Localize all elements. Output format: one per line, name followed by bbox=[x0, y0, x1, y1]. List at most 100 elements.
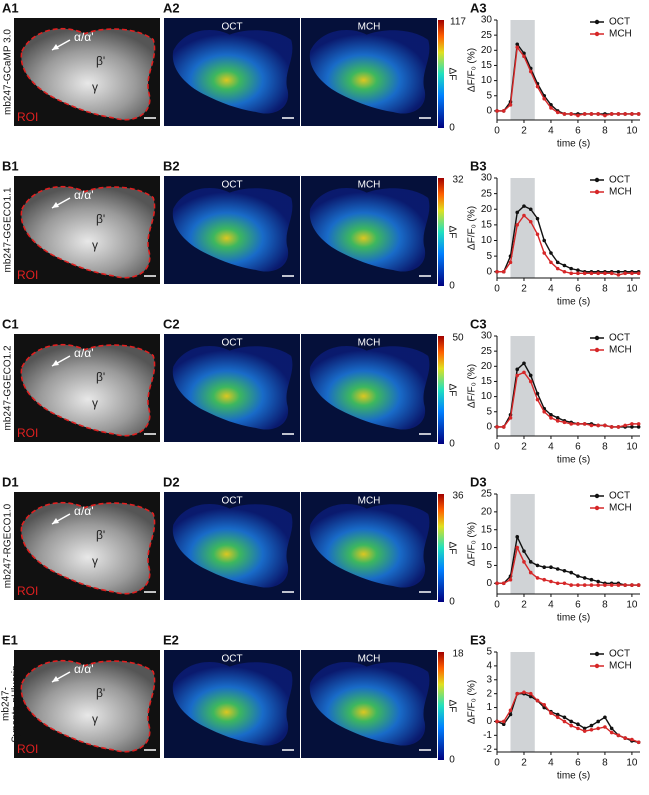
panel-label: B1 bbox=[2, 158, 19, 173]
colorbar-label: ΔF bbox=[446, 542, 457, 555]
data-point bbox=[555, 260, 560, 265]
anatomy bbox=[20, 27, 156, 121]
data-point bbox=[609, 730, 614, 735]
data-point bbox=[609, 583, 614, 587]
series-line bbox=[497, 205, 639, 273]
data-point bbox=[589, 723, 594, 728]
data-point bbox=[582, 576, 587, 580]
legend-marker bbox=[594, 335, 600, 341]
data-point bbox=[555, 266, 560, 271]
x-tick-label: 8 bbox=[602, 758, 608, 769]
y-tick-label: 0 bbox=[486, 106, 492, 117]
x-axis-label: time (s) bbox=[557, 771, 590, 782]
legend-label: OCT bbox=[609, 175, 630, 186]
panel-label: D1 bbox=[2, 474, 19, 489]
data-point bbox=[636, 740, 641, 745]
y-tick-label: 20 bbox=[481, 45, 493, 56]
y-tick-label: 0 bbox=[486, 266, 492, 277]
data-point bbox=[623, 271, 627, 276]
data-point bbox=[549, 579, 553, 584]
data-point bbox=[582, 726, 587, 731]
x-tick-label: 4 bbox=[548, 758, 554, 769]
roi-label: ROI bbox=[17, 584, 38, 598]
legend-marker bbox=[594, 189, 600, 195]
legend-label: MCH bbox=[609, 345, 632, 356]
x-tick-label: 10 bbox=[626, 126, 638, 137]
data-point bbox=[495, 269, 499, 274]
odor-label: MCH bbox=[358, 654, 381, 665]
panel-label: E1 bbox=[2, 632, 18, 647]
y-tick-label: 3 bbox=[486, 674, 492, 685]
series-line bbox=[497, 214, 639, 276]
stimulus-shade bbox=[510, 494, 535, 594]
data-point bbox=[528, 69, 533, 74]
lobe-label: β' bbox=[96, 212, 105, 226]
data-point bbox=[562, 420, 567, 425]
y-tick-label: -2 bbox=[483, 744, 492, 755]
data-point bbox=[596, 726, 600, 731]
strain-label: Synapto-pHluorin bbox=[11, 665, 22, 742]
heatmap bbox=[309, 504, 430, 588]
panel-label: C2 bbox=[163, 316, 180, 331]
data-point bbox=[562, 269, 567, 274]
data-point bbox=[528, 691, 533, 696]
colorbar-min: 0 bbox=[449, 439, 455, 450]
series-line bbox=[497, 545, 639, 586]
series-line bbox=[497, 534, 639, 586]
data-point bbox=[569, 271, 573, 276]
data-point bbox=[596, 271, 600, 276]
y-tick-label: 0 bbox=[486, 578, 492, 589]
roi-label: ROI bbox=[17, 268, 38, 282]
panel-label: C3 bbox=[470, 316, 487, 331]
lobe-label: β' bbox=[96, 370, 105, 384]
data-point bbox=[495, 719, 499, 724]
y-tick-label: 30 bbox=[481, 173, 493, 184]
data-point bbox=[495, 109, 499, 113]
data-point bbox=[616, 425, 621, 429]
odor-label: MCH bbox=[358, 22, 381, 33]
y-tick-label: 15 bbox=[481, 60, 493, 71]
panel-label: A1 bbox=[2, 0, 19, 15]
data-point bbox=[522, 54, 526, 59]
data-point bbox=[609, 112, 614, 116]
x-tick-label: 4 bbox=[548, 442, 554, 453]
panel-label: B3 bbox=[470, 158, 487, 173]
roi-outline bbox=[20, 27, 156, 121]
data-point bbox=[603, 113, 607, 118]
data-point bbox=[630, 422, 634, 426]
lobe-label: α/α' bbox=[74, 662, 94, 676]
legend-label: OCT bbox=[609, 491, 630, 502]
colorbar-min: 0 bbox=[449, 597, 455, 608]
y-tick-label: 0 bbox=[486, 716, 492, 727]
data-point bbox=[582, 729, 587, 733]
y-tick-label: 20 bbox=[481, 506, 493, 517]
data-point bbox=[542, 702, 547, 707]
data-point bbox=[522, 361, 526, 366]
legend-label: OCT bbox=[609, 17, 630, 28]
x-tick-label: 8 bbox=[602, 126, 608, 137]
y-tick-label: 10 bbox=[481, 542, 493, 553]
y-tick-label: 20 bbox=[481, 204, 493, 215]
y-tick-label: 10 bbox=[481, 75, 493, 86]
y-tick-label: 0 bbox=[486, 422, 492, 433]
x-tick-label: 0 bbox=[494, 126, 500, 137]
arrow-head bbox=[52, 202, 59, 208]
arrow-head bbox=[52, 44, 59, 50]
data-point bbox=[501, 581, 506, 586]
data-point bbox=[555, 712, 560, 717]
data-point bbox=[549, 565, 553, 570]
y-axis-label: ΔF/F₀ (%) bbox=[467, 680, 478, 724]
y-tick-label: 30 bbox=[481, 15, 493, 26]
data-point bbox=[515, 367, 520, 372]
y-tick-label: 20 bbox=[481, 361, 493, 372]
data-point bbox=[569, 112, 573, 116]
lobe-label: β' bbox=[96, 54, 105, 68]
data-point bbox=[589, 577, 594, 582]
anatomy bbox=[20, 659, 156, 753]
colorbar-label: ΔF bbox=[446, 384, 457, 397]
colorbar-label: ΔF bbox=[446, 68, 457, 81]
colorbar bbox=[438, 652, 444, 760]
colorbar-label: ΔF bbox=[446, 700, 457, 713]
colorbar-max: 32 bbox=[452, 175, 464, 186]
roi-outline bbox=[20, 185, 156, 279]
